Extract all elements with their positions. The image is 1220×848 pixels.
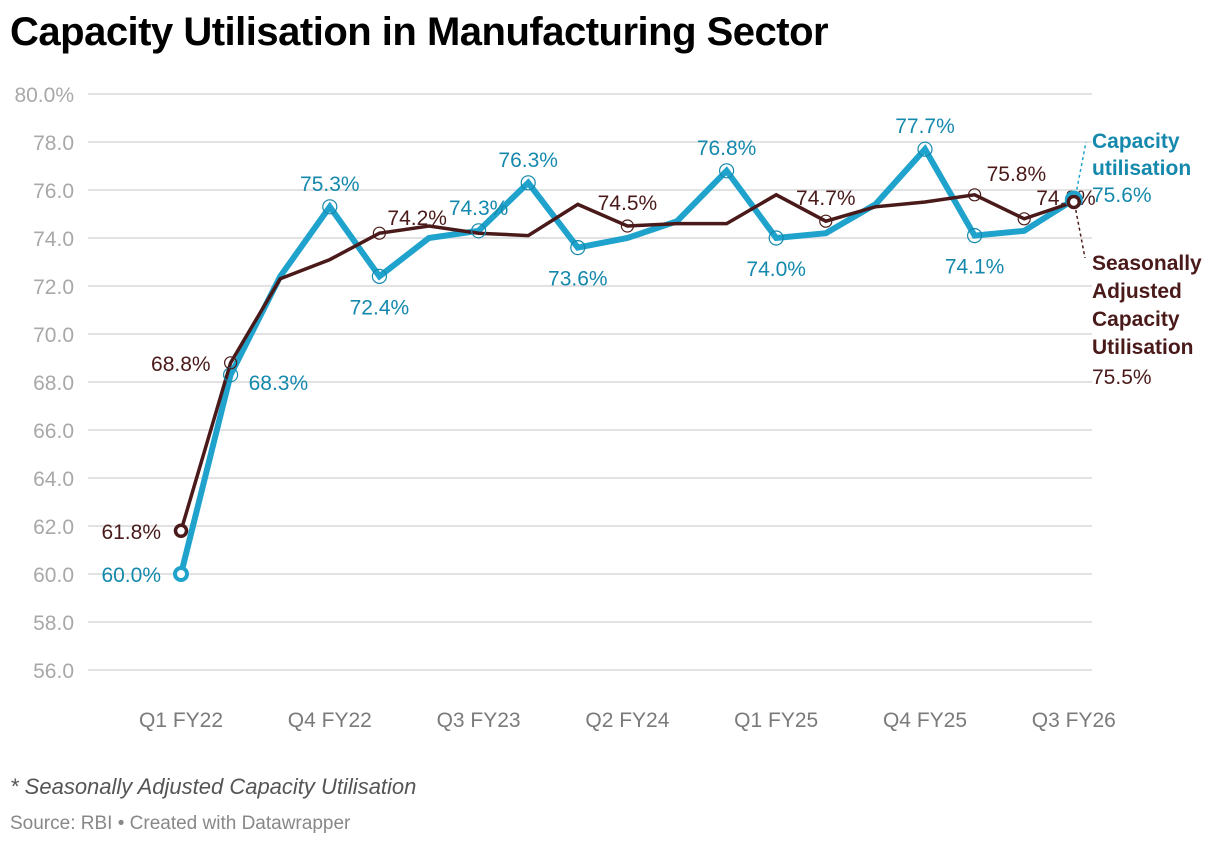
y-tick-label: 72.0: [33, 276, 74, 299]
legend-label: Seasonally: [1092, 252, 1202, 275]
series-line-capacity-utilisation: [178, 144, 1076, 575]
x-tick-label: Q1 FY22: [139, 709, 223, 732]
legend-value: 75.5%: [1092, 366, 1152, 389]
data-label: 72.4%: [350, 296, 410, 319]
data-point-marker: [173, 523, 189, 539]
data-label: 75.8%: [987, 163, 1047, 186]
data-label: 74.7%: [796, 187, 856, 210]
legend-value: 75.6%: [1092, 184, 1152, 207]
chart-title: Capacity Utilisation in Manufacturing Se…: [10, 10, 829, 54]
data-label: 74.2%: [387, 207, 447, 230]
data-point-marker: [173, 566, 189, 582]
x-tick-label: Q4 FY25: [883, 709, 967, 732]
legend-label: Adjusted: [1092, 280, 1182, 303]
data-label: 76.3%: [498, 149, 558, 172]
y-tick-label: 64.0: [33, 468, 74, 491]
y-tick-label: 78.0: [33, 132, 74, 155]
data-label: 60.0%: [101, 564, 161, 587]
y-tick-label: 62.0: [33, 516, 74, 539]
data-point-marker: [718, 163, 735, 179]
y-tick-label: 58.0: [33, 612, 74, 635]
legend-connector: [1076, 141, 1087, 190]
y-tick-label: 60.0: [33, 564, 74, 587]
footnote: * Seasonally Adjusted Capacity Utilisati…: [10, 774, 417, 799]
data-label: 76.8%: [697, 137, 757, 160]
data-point-marker: [819, 214, 833, 228]
end-point-marker: [1066, 194, 1082, 210]
data-point-marker: [224, 356, 238, 370]
y-tick-label: 56.0: [33, 660, 74, 683]
data-label: 74.3%: [449, 197, 509, 220]
data-label: 68.8%: [151, 353, 211, 376]
data-label: 77.7%: [895, 115, 955, 138]
legend-label: utilisation: [1092, 157, 1191, 180]
series-line-seasonally-adjusted: [179, 192, 1075, 532]
y-tick-label: 74.0: [33, 228, 74, 251]
data-point-marker: [322, 199, 338, 215]
data-point-marker: [520, 175, 536, 191]
data-point-marker: [967, 188, 982, 202]
legend-label: Capacity: [1092, 308, 1180, 331]
data-point-marker: [471, 223, 487, 239]
y-tick-label: 70.0: [33, 324, 74, 347]
data-point-marker: [620, 219, 635, 233]
data-point-marker: [966, 228, 983, 244]
x-tick-label: Q3 FY26: [1032, 709, 1116, 732]
data-label: 74.1%: [945, 256, 1005, 279]
legend-label: Capacity: [1092, 130, 1180, 153]
data-point-marker: [223, 367, 239, 383]
data-label: 68.3%: [249, 372, 309, 395]
data-point-marker: [1017, 212, 1031, 226]
data-label: 75.3%: [300, 173, 360, 196]
data-point-marker: [917, 141, 933, 157]
legend-label: Utilisation: [1092, 336, 1194, 359]
x-tick-label: Q3 FY23: [437, 709, 521, 732]
data-label: 74.0%: [746, 258, 806, 281]
y-tick-label: 80.0%: [14, 84, 74, 107]
data-point-marker: [768, 230, 784, 246]
data-label: 73.6%: [548, 268, 608, 291]
y-tick-label: 68.0: [33, 372, 74, 395]
data-point-marker: [371, 268, 387, 284]
data-point-marker: [570, 240, 586, 256]
x-tick-label: Q2 FY24: [585, 709, 669, 732]
x-tick-label: Q4 FY22: [288, 709, 372, 732]
data-label: 61.8%: [101, 521, 161, 544]
x-tick-label: Q1 FY25: [734, 709, 818, 732]
y-tick-label: 66.0: [33, 420, 74, 443]
data-point-marker: [372, 226, 386, 240]
source-credit: Source: RBI • Created with Datawrapper: [10, 813, 351, 834]
data-label: 74.5%: [598, 192, 658, 215]
y-tick-label: 76.0: [33, 180, 74, 203]
legend-connector: [1075, 209, 1086, 259]
